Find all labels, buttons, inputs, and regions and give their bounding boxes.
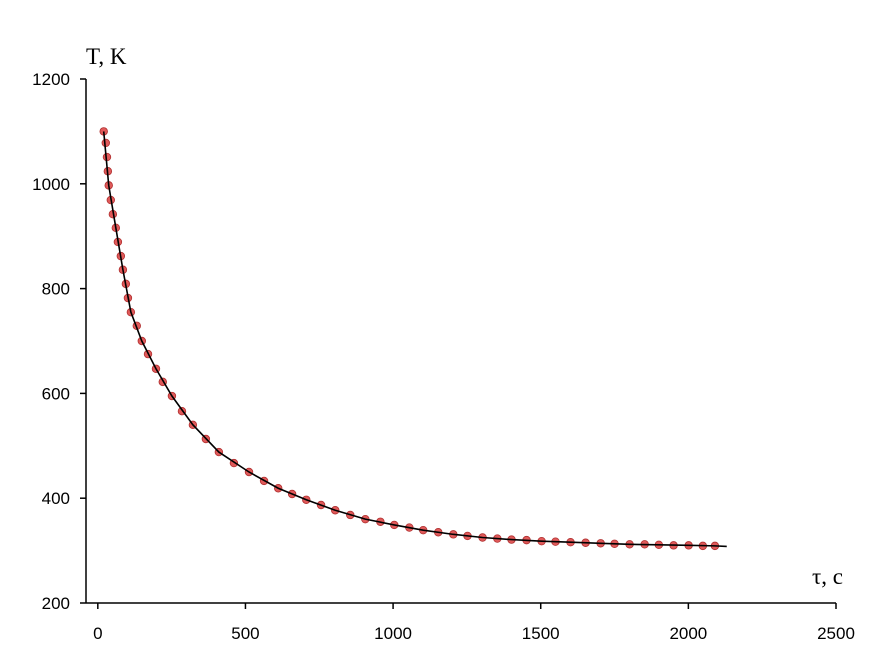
- y-tick-label: 200: [42, 594, 70, 613]
- y-tick-label: 800: [42, 280, 70, 299]
- x-tick-label: 500: [231, 624, 259, 643]
- x-tick-label: 1500: [522, 624, 560, 643]
- x-axis-label: τ, с: [812, 564, 843, 589]
- y-axis-label: T, K: [86, 44, 127, 69]
- x-tick-label: 2000: [669, 624, 707, 643]
- y-tick-label: 600: [42, 384, 70, 403]
- x-tick-label: 1000: [374, 624, 412, 643]
- fit-line: [102, 131, 727, 548]
- y-tick-label: 1200: [32, 70, 70, 89]
- x-tick-label: 2500: [817, 624, 855, 643]
- y-tick-label: 400: [42, 489, 70, 508]
- y-tick-label: 1000: [32, 175, 70, 194]
- x-tick-label: 0: [93, 624, 102, 643]
